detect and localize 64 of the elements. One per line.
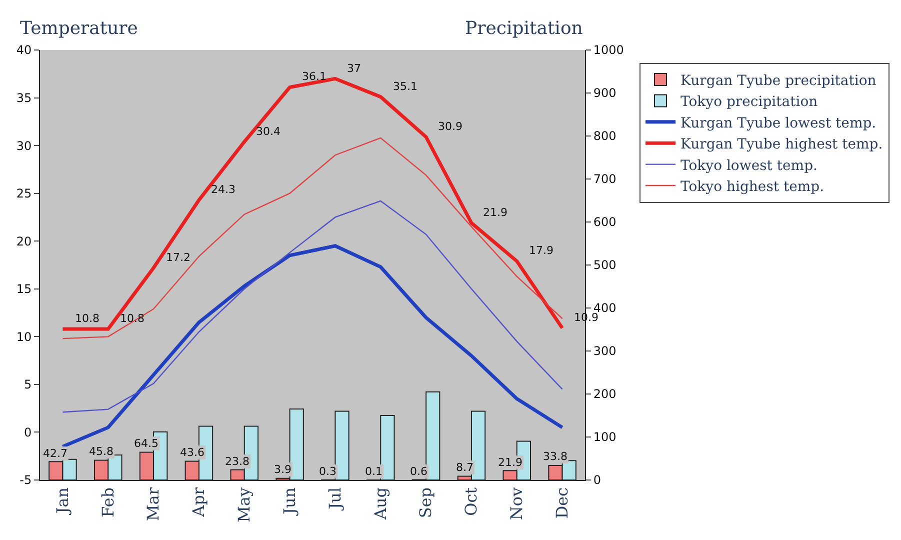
y-tick-label: 25: [16, 186, 32, 201]
y2-tick-label: 100: [593, 430, 616, 444]
x-tick-label: Mar: [144, 487, 163, 521]
legend-label: Kurgan Tyube highest temp.: [680, 136, 883, 153]
data-label: 24.3: [211, 183, 236, 196]
x-tick-label: Jan: [52, 487, 72, 516]
line-series: [62, 137, 563, 340]
x-tick-label: Aug: [370, 487, 390, 521]
y2-tick-label: 700: [593, 172, 616, 186]
y-tick-label: -5: [20, 473, 32, 488]
y2-tick-label: 500: [593, 258, 616, 272]
x-tick-label: Nov: [507, 487, 526, 520]
y-axis-title: Temperature: [20, 18, 138, 39]
data-label: 23.8: [225, 455, 250, 468]
data-label: 8.7: [456, 461, 474, 474]
legend-label: Tokyo lowest temp.: [680, 158, 818, 174]
y-tick-label: 15: [16, 282, 32, 296]
data-label: 45.8: [89, 445, 114, 458]
y-tick-label: 35: [16, 90, 32, 105]
data-label: 17.2: [166, 251, 190, 264]
data-label: 0.6: [410, 465, 428, 478]
y2-tick-label: 800: [593, 129, 616, 144]
data-label: 17.9: [529, 244, 554, 257]
data-label: 37: [347, 62, 361, 75]
data-label: 30.4: [256, 125, 280, 138]
y2-tick-label: 200: [593, 387, 616, 402]
y2-tick-label: 600: [593, 215, 616, 230]
y2-tick-label: 900: [593, 86, 616, 100]
y-tick-label: 40: [16, 43, 32, 58]
legend-label: Kurgan Tyube lowest temp.: [680, 115, 876, 132]
data-label: 30.9: [438, 120, 462, 133]
data-label: 10.8: [75, 312, 100, 325]
data-label: 3.9: [274, 463, 292, 476]
data-label: 0.1: [365, 465, 382, 478]
x-tick-label: Feb: [98, 487, 118, 518]
x-tick-label: Oct: [462, 486, 481, 516]
y-tick-label: 10: [16, 330, 32, 344]
data-label: 35.1: [393, 80, 418, 93]
y-tick-label: 20: [16, 234, 32, 248]
x-tick-label: Jul: [325, 487, 344, 512]
data-label: 64.5: [134, 437, 158, 450]
legend-label: Tokyo precipitation: [680, 94, 818, 110]
x-tick-label: May: [234, 487, 254, 522]
x-tick-label: Jun: [280, 487, 299, 516]
legend-label: Tokyo highest temp.: [680, 178, 824, 195]
x-tick-label: Dec: [552, 487, 572, 519]
y-tick-label: 5: [24, 378, 32, 392]
data-label: 36.1: [302, 70, 326, 83]
y-tick-label: 30: [16, 138, 32, 153]
y2-tick-label: 300: [593, 344, 616, 358]
x-tick-label: Sep: [416, 487, 436, 518]
y2-axis-title: Precipitation: [465, 18, 584, 39]
x-tick-label: Apr: [189, 487, 208, 518]
line-series: [62, 200, 563, 413]
data-label: 33.8: [543, 450, 568, 463]
y2-tick-label: 1000: [593, 43, 624, 58]
data-label: 21.9: [483, 206, 508, 219]
data-label: 42.7: [43, 447, 68, 460]
data-label: 0.3: [319, 465, 336, 478]
data-label: 21.9: [498, 456, 522, 469]
y2-tick-label: 0: [593, 473, 602, 488]
legend-label: Kurgan Tyube precipitation: [680, 72, 876, 89]
y-tick-label: 0: [24, 425, 32, 440]
data-label: 43.6: [180, 446, 204, 459]
